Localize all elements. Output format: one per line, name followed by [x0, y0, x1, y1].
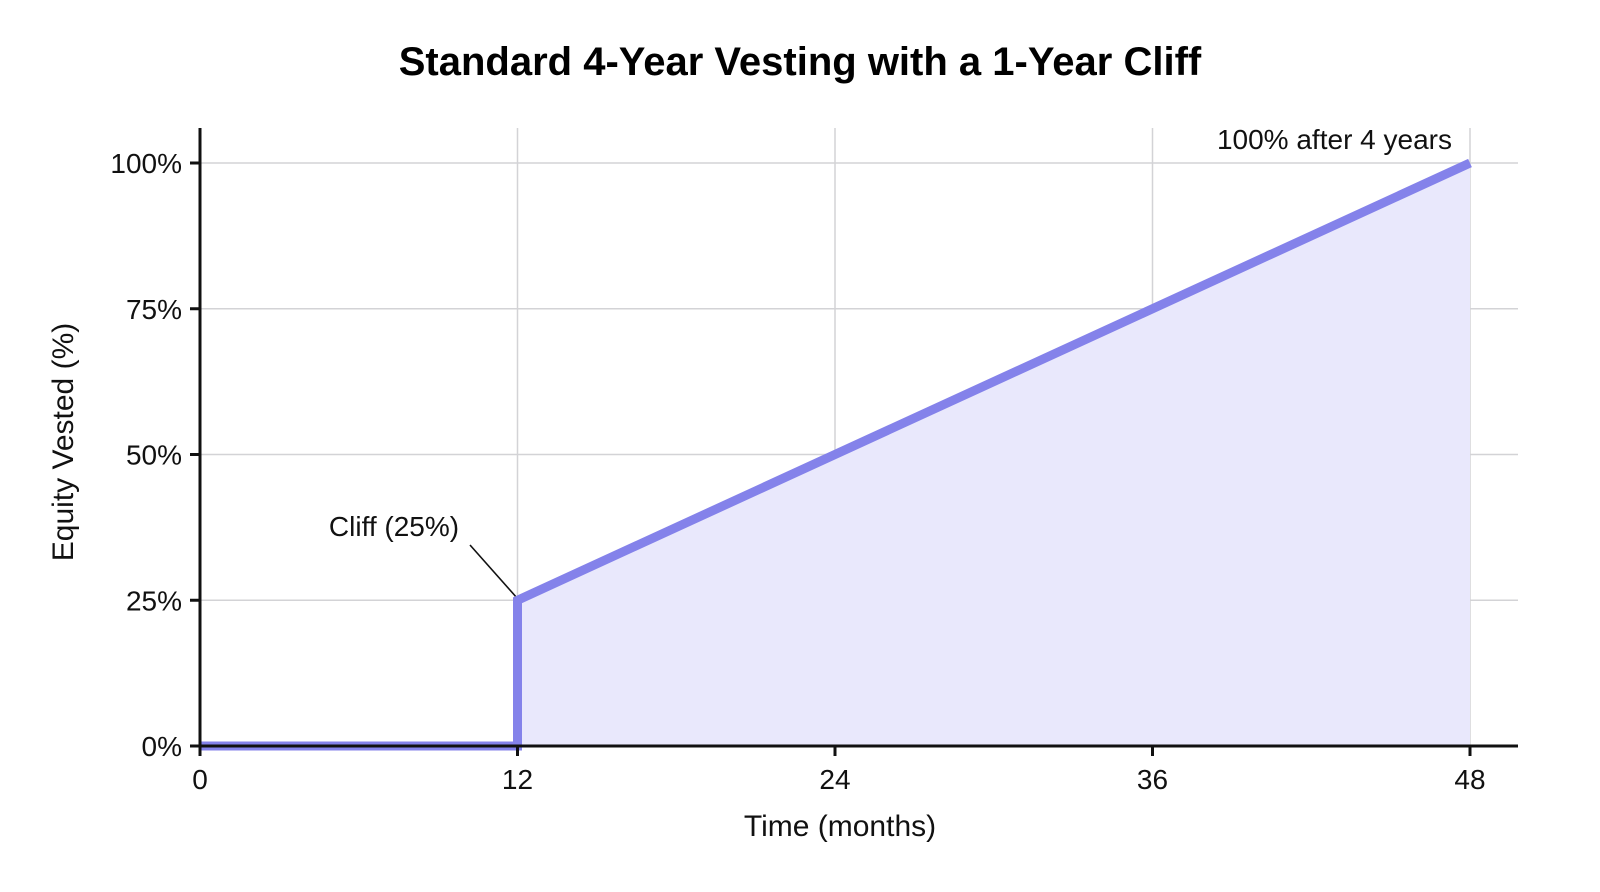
full-vesting-annotation: 100% after 4 years [1217, 124, 1452, 155]
x-tick-label: 36 [1137, 764, 1168, 795]
y-tick-label: 75% [126, 294, 182, 325]
y-tick-label: 100% [110, 148, 182, 179]
y-tick-label: 50% [126, 440, 182, 471]
y-tick-label: 0% [142, 731, 182, 762]
chart-title: Standard 4-Year Vesting with a 1-Year Cl… [399, 40, 1202, 84]
y-axis-label: Equity Vested (%) [47, 323, 80, 561]
annotations: Cliff (25%) 100% after 4 years [329, 124, 1452, 597]
x-axis-ticks: 0 12 24 36 48 [192, 746, 1486, 795]
x-tick-label: 0 [192, 764, 208, 795]
y-tick-label: 25% [126, 585, 182, 616]
y-axis-ticks: 0% 25% 50% 75% 100% [110, 148, 200, 762]
cliff-annotation: Cliff (25%) [329, 511, 459, 542]
x-axis-label: Time (months) [744, 810, 936, 843]
x-tick-label: 12 [502, 764, 533, 795]
x-tick-label: 24 [819, 764, 850, 795]
x-tick-label: 48 [1454, 764, 1485, 795]
cliff-annotation-pointer [469, 544, 517, 597]
